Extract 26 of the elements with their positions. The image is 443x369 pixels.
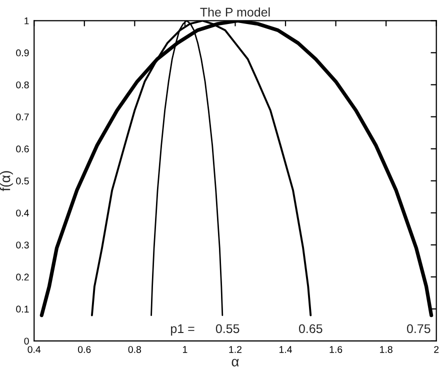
y-tick-label: 0.3 <box>16 242 29 248</box>
x-tick-label: 1.2 <box>229 346 242 353</box>
x-tick-label: 1.6 <box>330 346 342 353</box>
x-tick-label: 0.6 <box>78 346 91 353</box>
x-tick-label: 1.8 <box>380 346 392 353</box>
x-tick-label: 2 <box>434 346 439 353</box>
y-tick-label: 0.8 <box>16 81 29 88</box>
y-tick-label: 0.7 <box>16 113 29 120</box>
y-tick-label: 0 <box>24 338 29 345</box>
y-tick-label: 0.6 <box>16 146 29 152</box>
annotation: 0.55 <box>216 324 240 334</box>
y-tick-label: 0.9 <box>16 49 29 56</box>
x-tick-label: 1 <box>182 346 188 353</box>
y-tick-label: 0.1 <box>16 306 29 313</box>
y-tick-label: 0.4 <box>16 210 29 216</box>
y-tick-label: 1 <box>24 18 29 24</box>
x-tick-label: 1.4 <box>280 346 292 353</box>
x-tick-label: 0.8 <box>128 346 142 353</box>
annotation: p1 = <box>171 324 194 336</box>
y-tick-label: 0.2 <box>16 274 29 281</box>
chart-title: The P model <box>200 7 270 17</box>
y-axis-title: f(α) <box>0 171 13 192</box>
x-axis-title: α <box>232 358 239 366</box>
annotation: 0.75 <box>406 324 430 334</box>
annotation: 0.65 <box>298 324 322 334</box>
y-tick-label: 0.5 <box>16 178 29 184</box>
